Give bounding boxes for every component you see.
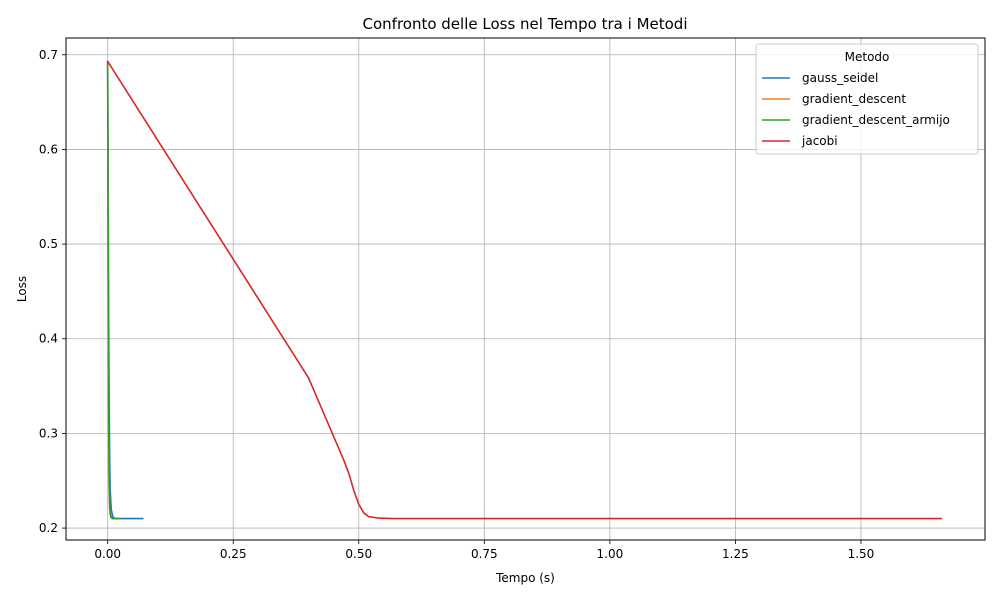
x-tick-label: 0.75 bbox=[471, 547, 498, 561]
series-line-gradient-descent-armijo bbox=[106, 60, 119, 520]
legend: Metodo gauss_seidel gradient_descentgradi… bbox=[755, 43, 979, 155]
y-tick-label: 0.6 bbox=[39, 142, 58, 156]
x-tick-label: 1.50 bbox=[848, 547, 875, 561]
x-tick-label: 0.50 bbox=[345, 547, 372, 561]
x-tick-label: 1.25 bbox=[722, 547, 749, 561]
y-tick-label: 0.7 bbox=[39, 48, 58, 62]
chart-title: Confronto delle Loss nel Tempo tra i Met… bbox=[363, 15, 688, 33]
legend-label: gradient_descent_armijo bbox=[802, 113, 950, 127]
legend-label: jacobi bbox=[801, 134, 838, 148]
legend-box bbox=[755, 43, 979, 155]
series-lines bbox=[106, 60, 943, 520]
plot-frame bbox=[65, 37, 986, 541]
y-tick-label: 0.4 bbox=[39, 332, 58, 346]
legend-label: gradient_descent bbox=[802, 92, 906, 106]
x-tick-label: 1.00 bbox=[597, 547, 624, 561]
grid bbox=[66, 38, 985, 540]
x-tick-label: 0.25 bbox=[220, 547, 247, 561]
y-tick-label: 0.5 bbox=[39, 237, 58, 251]
legend-label: gauss_seidel bbox=[802, 71, 878, 85]
x-axis-ticks: 0.00 0.25 0.50 0.75 1.00 1.25 1.50 bbox=[94, 540, 874, 561]
legend-title: Metodo bbox=[845, 50, 890, 64]
x-axis-label: Tempo (s) bbox=[495, 571, 555, 585]
y-tick-label: 0.2 bbox=[39, 521, 58, 535]
y-axis-label: Loss bbox=[15, 276, 29, 302]
series-line-jacobi bbox=[106, 60, 943, 520]
y-tick-label: 0.3 bbox=[39, 426, 58, 440]
x-tick-label: 0.00 bbox=[94, 547, 121, 561]
y-axis-ticks: 0.2 0.3 0.4 0.5 0.6 0.7 bbox=[39, 48, 66, 535]
legend-items: gauss_seidel gradient_descent gradient_des… bbox=[762, 71, 950, 148]
